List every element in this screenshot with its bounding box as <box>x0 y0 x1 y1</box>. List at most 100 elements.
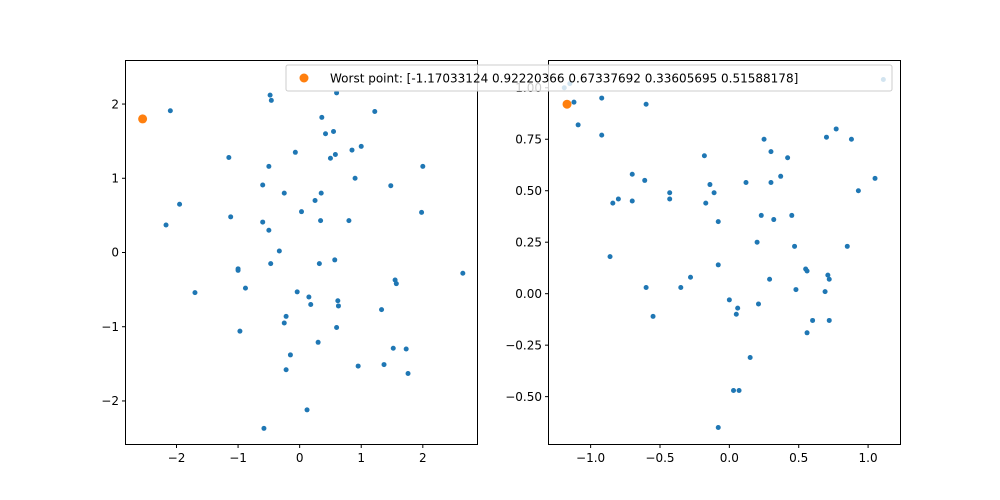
data-point <box>287 352 293 358</box>
data-point <box>715 425 721 431</box>
data-point <box>355 363 361 369</box>
data-point <box>715 262 721 268</box>
x-tick-label: 0.0 <box>720 451 739 465</box>
data-point <box>335 298 341 304</box>
data-point <box>736 387 742 393</box>
data-point <box>335 303 341 309</box>
y-tick-label: 1 <box>111 171 119 185</box>
data-point <box>294 289 300 295</box>
data-point <box>267 92 273 98</box>
data-point <box>281 320 287 326</box>
data-point <box>268 97 274 103</box>
y-tick-label: −0.25 <box>505 338 542 352</box>
data-point <box>701 153 707 159</box>
data-point <box>316 261 322 267</box>
data-point <box>667 190 673 196</box>
data-point <box>575 122 581 128</box>
data-point <box>226 154 232 160</box>
data-point <box>299 209 304 215</box>
data-point <box>334 324 340 330</box>
data-point <box>379 307 385 313</box>
data-point <box>177 201 183 207</box>
data-point <box>667 196 673 202</box>
data-point <box>292 149 298 155</box>
data-point <box>306 294 312 300</box>
data-point <box>629 171 635 177</box>
data-point <box>346 218 352 224</box>
data-point <box>266 227 272 233</box>
data-point <box>761 136 767 142</box>
x-tick-label: 0 <box>296 451 304 465</box>
data-point <box>390 345 396 351</box>
data-point <box>754 239 760 245</box>
data-point <box>315 339 321 345</box>
y-tick-label: −1 <box>101 320 119 334</box>
data-point <box>758 212 764 218</box>
data-point <box>826 276 832 282</box>
y-tick-label: 0.75 <box>515 132 542 146</box>
data-point <box>167 108 173 114</box>
data-point <box>735 305 741 311</box>
data-point <box>715 219 721 225</box>
data-point <box>260 219 266 225</box>
data-point <box>826 317 832 323</box>
data-point <box>268 261 274 267</box>
data-point <box>707 182 713 188</box>
data-point <box>733 311 739 317</box>
data-point <box>192 290 198 296</box>
data-point <box>599 132 605 138</box>
data-point <box>688 274 694 280</box>
legend-box <box>285 64 893 92</box>
worst-point <box>562 99 572 109</box>
worst-point <box>138 114 148 124</box>
data-point <box>163 222 169 228</box>
right-scatter-panel: −1.0 −0.5 0.0 0.5 1.0 −0.50 −0.25 0.00 0.25 0.50 0… <box>505 60 901 465</box>
data-point <box>323 131 329 137</box>
data-point <box>334 90 340 96</box>
x-tick-label: −2 <box>168 451 186 465</box>
y-tick-label: 2 <box>111 97 119 111</box>
data-point <box>599 95 605 101</box>
data-point <box>822 289 828 295</box>
data-point <box>726 297 732 303</box>
data-point <box>349 147 355 153</box>
data-point <box>778 173 784 179</box>
data-point <box>755 301 761 307</box>
data-point <box>235 267 241 273</box>
data-point <box>228 214 234 220</box>
legend-marker <box>299 73 309 83</box>
y-tick-label: 0.25 <box>515 235 542 249</box>
legend: Worst point: [-1.17033124 0.92220366 0.6… <box>285 64 893 92</box>
data-point <box>332 257 338 263</box>
data-point <box>785 155 791 161</box>
data-point <box>266 163 272 169</box>
data-point <box>731 387 737 393</box>
data-point <box>276 248 282 254</box>
y-tick-label: 0 <box>111 246 119 260</box>
data-point <box>319 114 325 120</box>
data-point <box>237 328 243 334</box>
data-point <box>393 281 399 287</box>
data-point <box>403 346 409 352</box>
data-point <box>318 190 324 196</box>
data-point <box>405 370 411 376</box>
data-point <box>833 126 839 132</box>
data-point <box>844 243 850 249</box>
data-point <box>771 217 777 223</box>
data-point <box>615 196 621 202</box>
left-axes-ticks: −2 −1 0 1 2 −2 −1 0 1 2 <box>101 97 426 465</box>
data-point <box>312 198 318 204</box>
right-scatter-points <box>561 77 886 431</box>
data-point <box>283 367 289 373</box>
data-point <box>747 355 753 361</box>
data-point <box>872 175 878 181</box>
data-point <box>260 182 266 188</box>
data-point <box>643 285 649 291</box>
y-tick-label: 0.00 <box>515 287 542 301</box>
data-point <box>261 425 267 431</box>
data-point <box>308 301 314 307</box>
data-point <box>304 407 310 413</box>
data-point <box>372 108 378 114</box>
data-point <box>767 276 773 282</box>
